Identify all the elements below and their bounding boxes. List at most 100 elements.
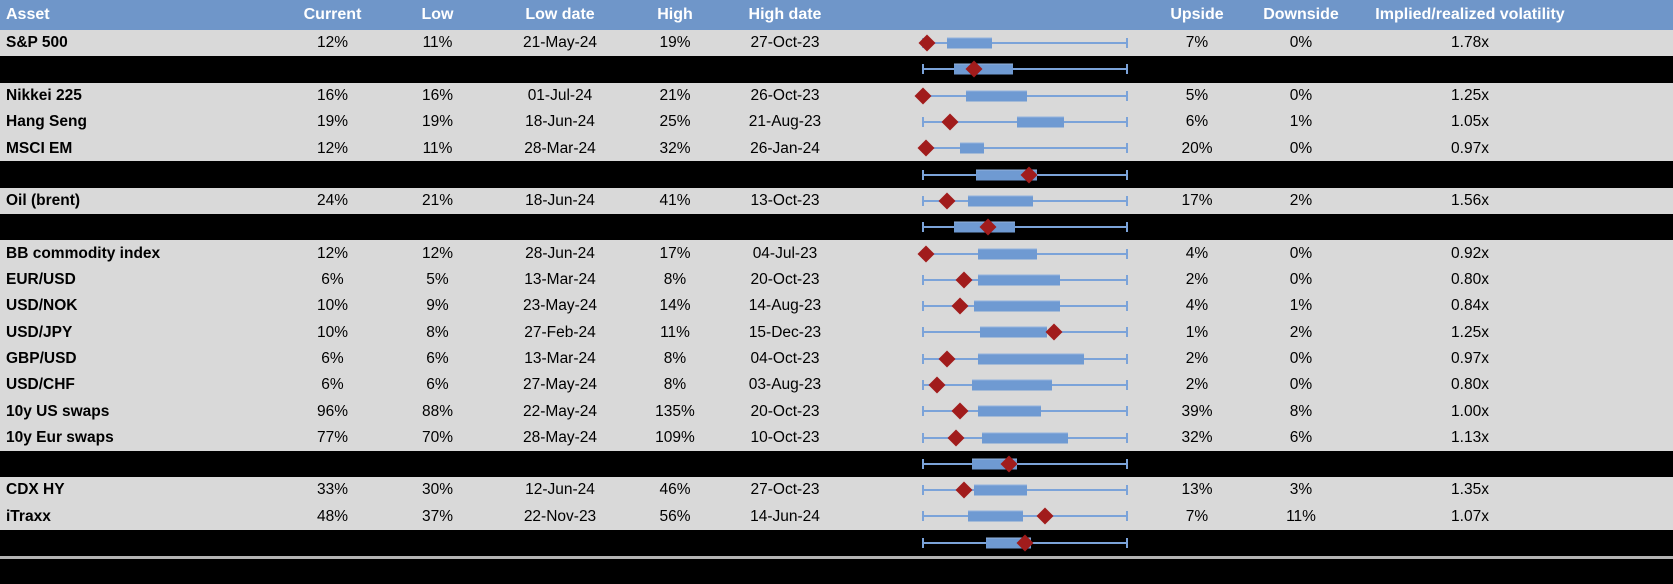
whisker-cap-right (1126, 222, 1128, 233)
current-level-diamond-marker (917, 245, 935, 263)
upside-cell (1145, 161, 1249, 187)
asset-row-10y-us-swaps: 10y US swaps 96% 88% 22-May-24 135% 20-Oct-23… (0, 398, 1673, 425)
range-chart-cell (860, 109, 1145, 135)
upside-cell: 7% (1185, 507, 1209, 525)
table-body: S&P 500 12% 11% 21-May-24 19% 27-Oct-23 7% 0% 1.… (0, 30, 1673, 556)
high-date-cell (710, 214, 860, 240)
interquartile-box (986, 537, 1032, 549)
range-boxplot (922, 109, 1128, 135)
range-boxplot (914, 83, 1128, 109)
interquartile-box (965, 90, 1028, 102)
iv-rv-cell: 0.92x (1451, 244, 1489, 262)
range-boxplot (922, 56, 1128, 82)
current-cell: 19% (316, 113, 349, 131)
whisker-cap-left (922, 485, 924, 496)
current-level-diamond-marker (955, 481, 973, 499)
whisker-cap-left (922, 64, 924, 75)
current-cell (270, 56, 395, 82)
upside-cell: 4% (1185, 244, 1209, 262)
current-cell (270, 530, 395, 556)
low-cell: 5% (426, 271, 449, 289)
current-level-diamond-marker (941, 113, 959, 131)
range-boxplot (922, 161, 1128, 187)
low-cell: 11% (422, 139, 453, 157)
low-cell (395, 56, 480, 82)
range-chart-cell (860, 83, 1145, 109)
summary-chart-row (0, 450, 1673, 478)
downside-cell (1249, 451, 1353, 477)
range-chart-cell (860, 398, 1145, 424)
range-chart-cell (860, 424, 1145, 450)
-spare-cell (1587, 346, 1673, 372)
asset-row-s-p-500: S&P 500 12% 11% 21-May-24 19% 27-Oct-23 7% 0% 1.… (0, 30, 1673, 57)
whisker-cap-right (1126, 64, 1128, 75)
low-cell (395, 451, 480, 477)
-spare-cell (1587, 135, 1673, 161)
high-date-cell: 14-Jun-24 (750, 507, 820, 525)
low-cell (395, 530, 480, 556)
current-cell: 48% (316, 507, 349, 525)
current-level-diamond-marker (938, 192, 956, 210)
downside-cell: 1% (1289, 113, 1313, 131)
low-date-cell: 01-Jul-24 (527, 86, 593, 104)
current-cell: 12% (316, 139, 349, 157)
downside-cell: 6% (1289, 428, 1313, 446)
header-cell-spare (1587, 0, 1673, 30)
downside-cell: 1% (1289, 297, 1313, 315)
interquartile-box (947, 37, 993, 49)
low-date-cell (480, 451, 640, 477)
current-cell: 16% (316, 86, 349, 104)
upside-cell: 5% (1185, 86, 1209, 104)
asset-cell: S&P 500 (6, 34, 68, 52)
downside-cell: 11% (1286, 507, 1316, 525)
low-date-cell: 13-Mar-24 (524, 271, 596, 289)
range-boxplot (922, 477, 1128, 503)
downside-cell: 2% (1289, 192, 1313, 210)
upside-cell: 32% (1181, 428, 1213, 446)
high-date-cell: 03-Aug-23 (748, 376, 822, 394)
iv-rv-cell: 0.84x (1451, 297, 1489, 315)
low-date-cell: 18-Jun-24 (525, 192, 595, 210)
range-chart-cell (860, 530, 1145, 556)
low-cell: 19% (421, 113, 454, 131)
range-boxplot (922, 293, 1128, 319)
iv-rv-cell: 1.07x (1451, 507, 1489, 525)
asset-cell: MSCI EM (6, 139, 73, 157)
low-cell: 88% (421, 402, 454, 420)
upside-cell: 1% (1185, 323, 1209, 341)
asset-cell: 10y US swaps (6, 402, 110, 420)
high-date-cell: 04-Oct-23 (750, 349, 820, 367)
current-level-diamond-marker (955, 271, 973, 289)
low-date-cell: 28-Mar-24 (524, 139, 596, 157)
upside-cell (1145, 214, 1249, 240)
range-chart-cell (860, 188, 1145, 214)
current-level-diamond-marker (947, 429, 965, 447)
current-level-diamond-marker (938, 350, 956, 368)
interquartile-box (974, 300, 1060, 312)
iv-rv-cell (1353, 451, 1587, 477)
current-cell: 10% (316, 297, 349, 315)
whisker-cap-right (1126, 274, 1128, 285)
low-cell: 6% (426, 349, 449, 367)
high-date-cell: 27-Oct-23 (750, 481, 820, 499)
asset-cell: EUR/USD (6, 271, 76, 289)
header-cell-high-date: High date (748, 6, 822, 23)
upside-cell (1145, 530, 1249, 556)
whisker-cap-right (1126, 38, 1128, 49)
high-cell (640, 451, 710, 477)
high-cell: 8% (663, 271, 687, 289)
downside-cell (1249, 214, 1353, 240)
range-chart-cell (860, 346, 1145, 372)
iv-rv-cell: 1.00x (1451, 402, 1489, 420)
low-date-cell (480, 161, 640, 187)
high-cell: 56% (659, 507, 691, 525)
low-date-cell: 23-May-24 (522, 297, 598, 315)
whisker-cap-right (1126, 380, 1128, 390)
asset-row-itraxx: iTraxx 48% 37% 22-Nov-23 56% 14-Jun-24 7% 11% 1.… (0, 503, 1673, 530)
iv-rv-cell: 0.80x (1451, 376, 1489, 394)
iv-rv-cell (1353, 530, 1587, 556)
whisker-cap-right (1126, 90, 1128, 101)
whisker-cap-right (1126, 458, 1128, 469)
range-boxplot (922, 267, 1128, 293)
high-cell (640, 56, 710, 82)
